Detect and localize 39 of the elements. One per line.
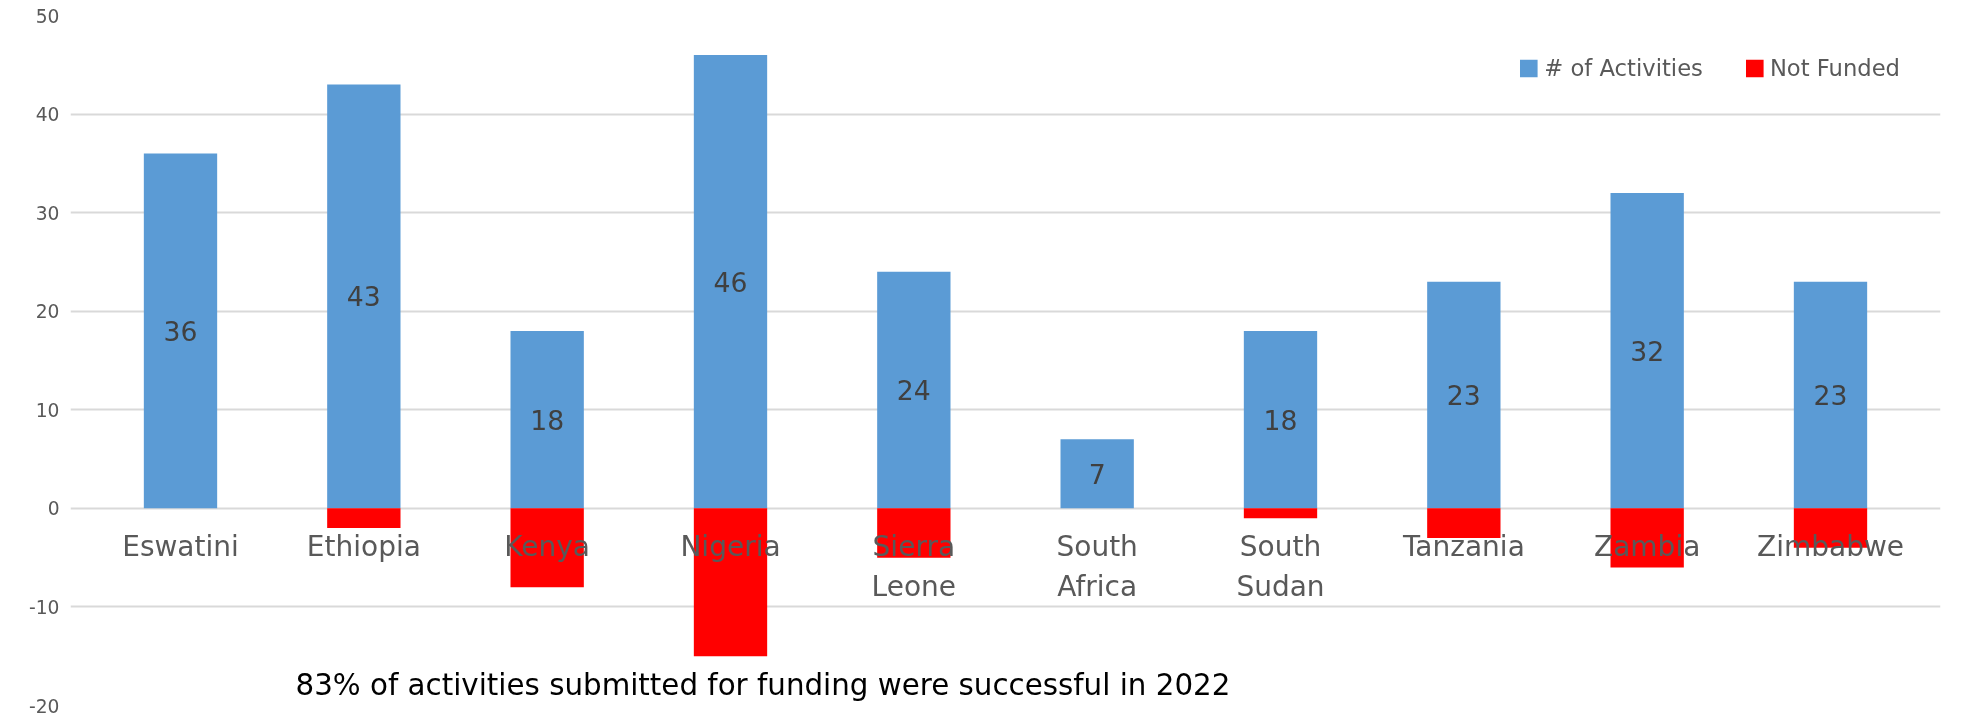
legend-label: Not Funded xyxy=(1769,55,1900,81)
data-label: 24 xyxy=(896,375,931,407)
y-tick-label: 50 xyxy=(35,5,60,27)
x-tick-label: Zimbabwe xyxy=(1756,530,1905,564)
data-label: 23 xyxy=(1446,380,1481,411)
x-tick-label: Tanzania xyxy=(1401,530,1525,564)
y-tick-label: 30 xyxy=(35,202,60,224)
bar xyxy=(1243,508,1318,519)
legend-label: # of Activities xyxy=(1544,55,1703,81)
data-label: 23 xyxy=(1813,380,1848,411)
bar xyxy=(143,153,218,509)
y-tick-label: -10 xyxy=(29,596,60,618)
data-label: 36 xyxy=(163,315,198,347)
bar xyxy=(1793,281,1868,509)
bar xyxy=(693,54,768,509)
y-tick-label: 0 xyxy=(47,498,60,520)
bar xyxy=(1610,192,1684,509)
data-label: 18 xyxy=(530,404,565,436)
x-tick-label: South Africa xyxy=(1056,530,1138,603)
bar xyxy=(327,508,401,529)
data-label: 7 xyxy=(1088,458,1106,490)
x-tick-label: Ethiopia xyxy=(306,530,421,564)
x-tick-label: Eswatini xyxy=(122,530,239,564)
data-label: 43 xyxy=(346,281,381,313)
data-label: 18 xyxy=(1263,404,1298,436)
bar xyxy=(1427,281,1501,509)
data-label: 46 xyxy=(713,266,748,298)
y-tick-label: -20 xyxy=(29,695,60,717)
x-tick-label: South Sudan xyxy=(1236,530,1325,603)
bar xyxy=(1060,439,1134,509)
bar xyxy=(510,330,584,509)
bar xyxy=(327,84,401,509)
annotation: 83% of activities submitted for funding were successful in 2022 xyxy=(295,667,1231,702)
data-label: 32 xyxy=(1630,335,1665,367)
y-tick-label: 40 xyxy=(35,104,60,126)
bar xyxy=(877,271,951,509)
bar xyxy=(1243,330,1318,509)
y-tick-label: 10 xyxy=(35,399,60,421)
y-tick-label: 20 xyxy=(35,301,60,323)
